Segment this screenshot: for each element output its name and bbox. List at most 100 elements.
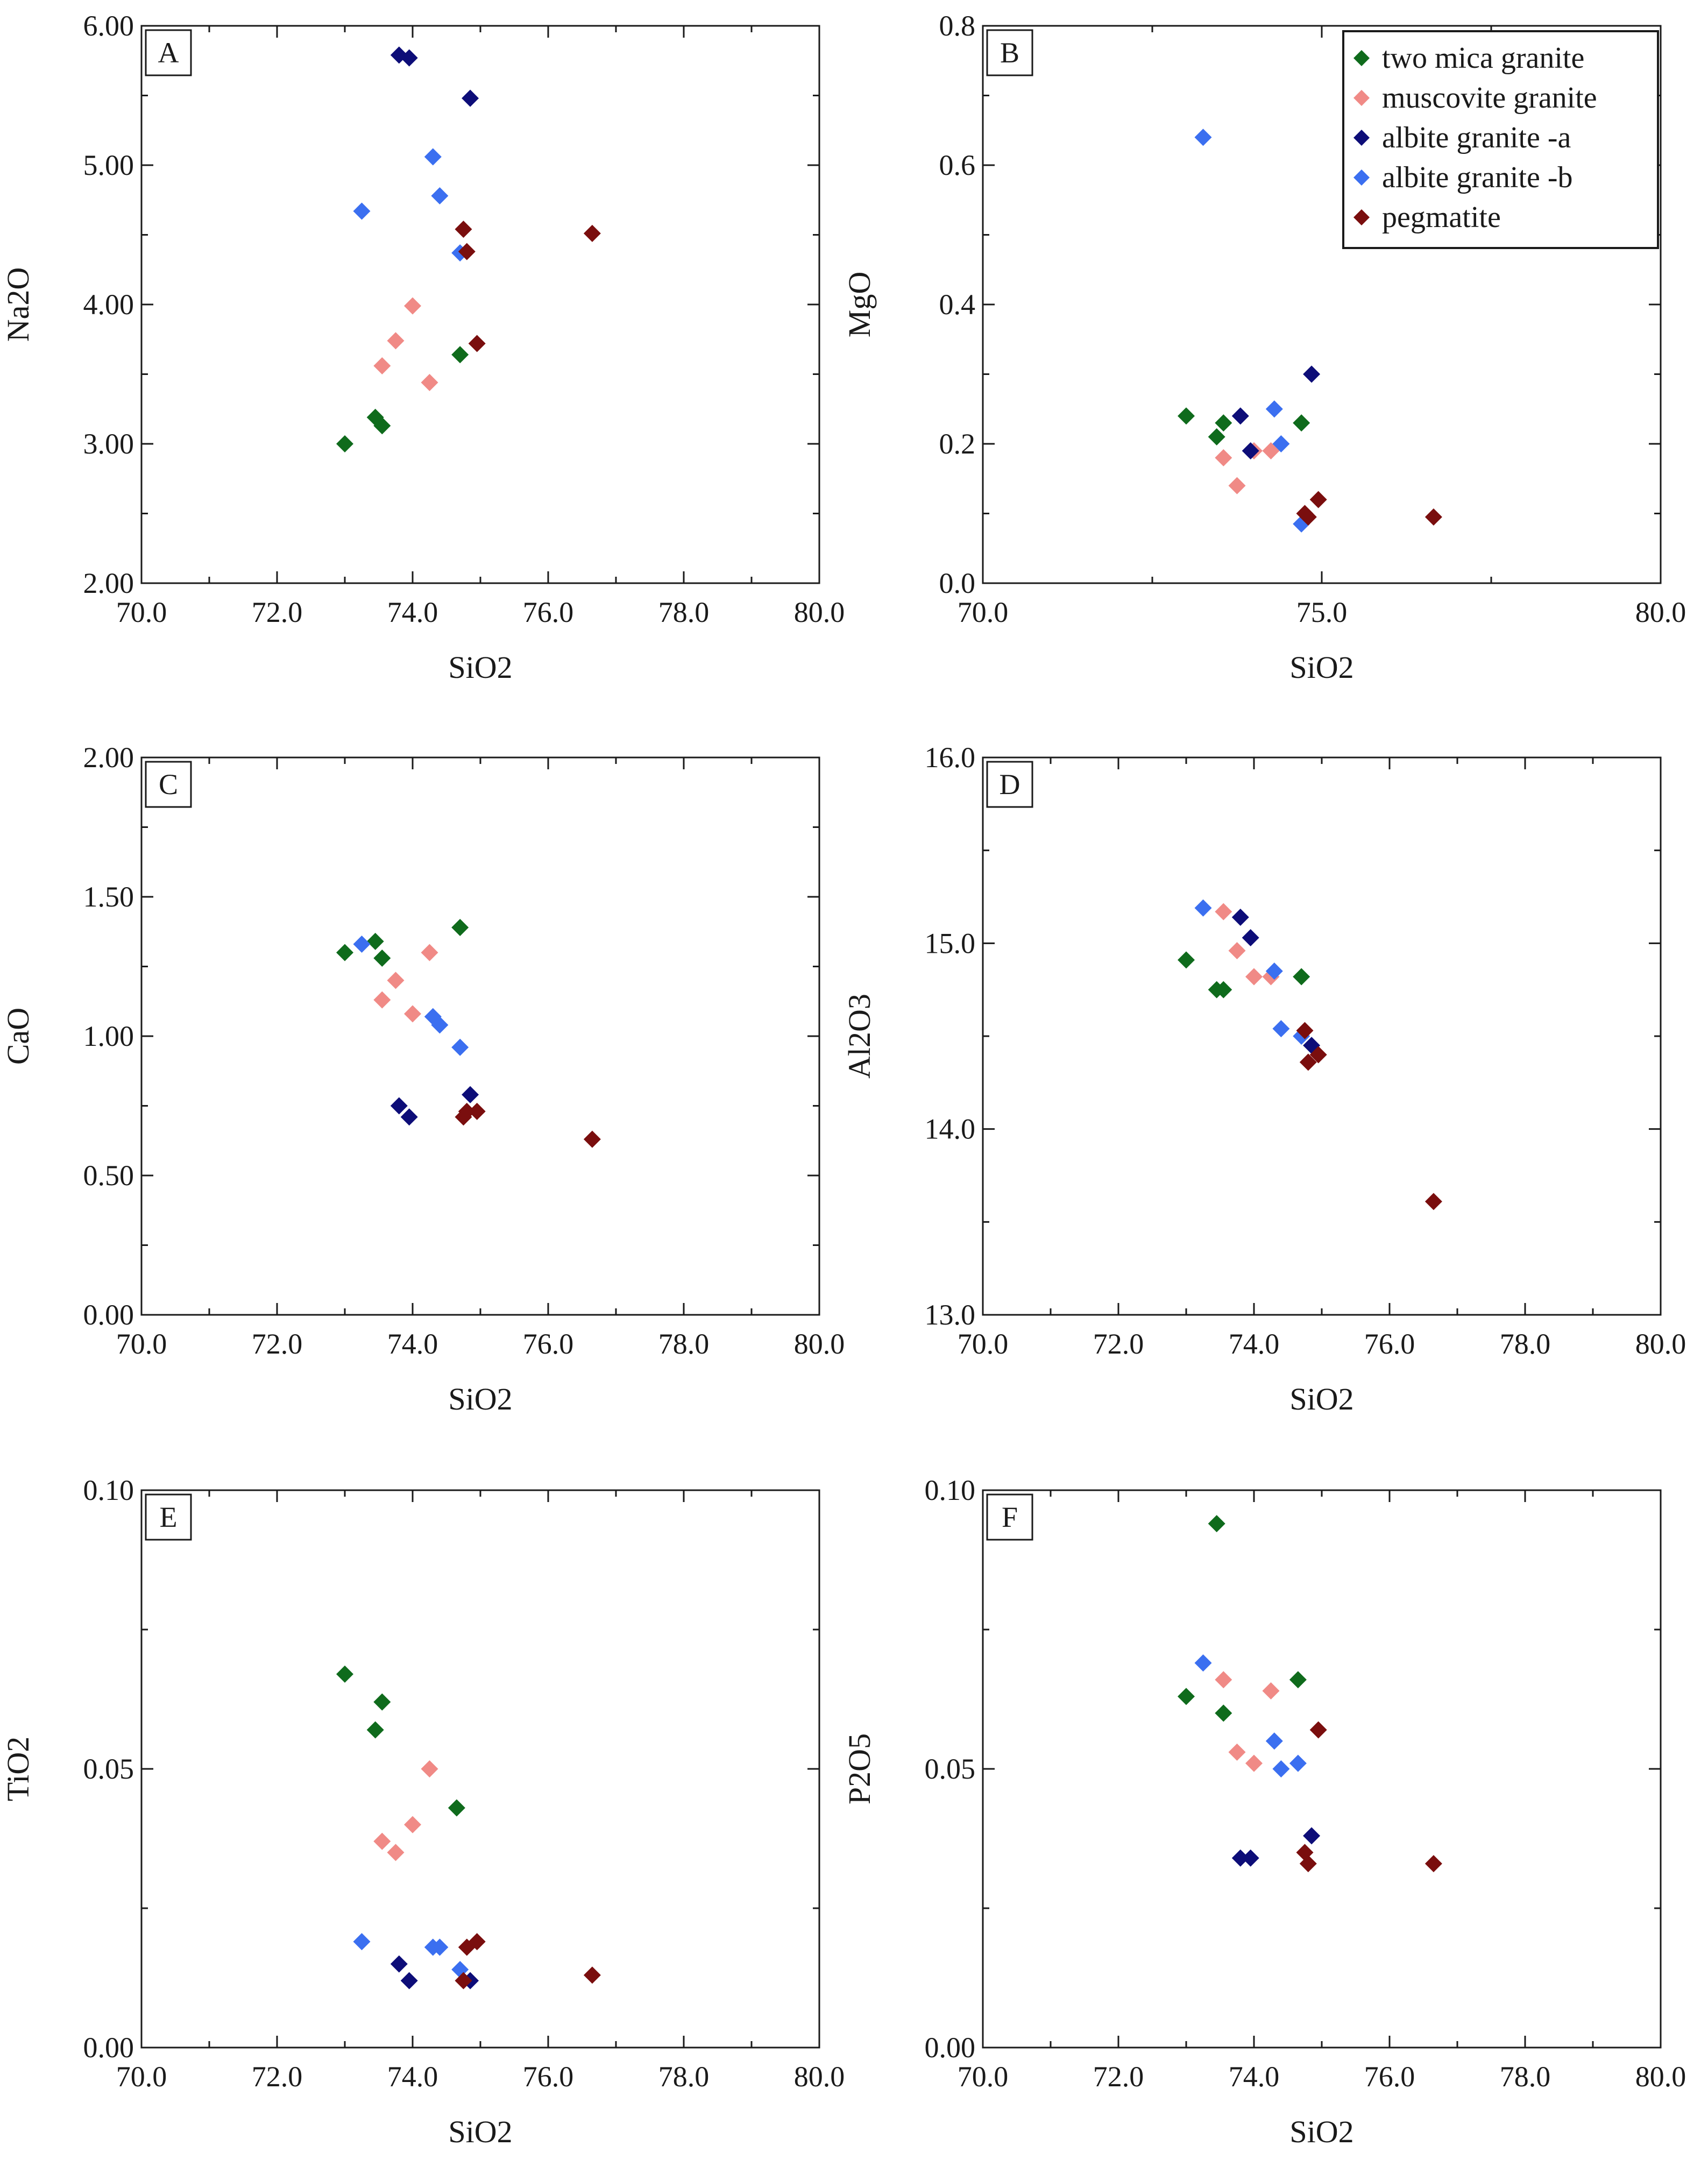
- series-albite-granite-a-a: [390, 46, 479, 107]
- y-axis-title-f: P2O5: [842, 1733, 877, 1804]
- y-tick-label-a: 2.00: [83, 567, 134, 599]
- data-point: [455, 221, 472, 238]
- data-point: [1296, 1022, 1314, 1039]
- data-point: [1309, 491, 1327, 508]
- x-tick-label-f: 70.0: [958, 2060, 1009, 2093]
- data-point: [1245, 968, 1263, 986]
- series-pegmatite-b: [1296, 491, 1442, 526]
- data-point: [1178, 407, 1195, 425]
- y-tick-label-a: 6.00: [83, 10, 134, 42]
- y-tick-label-c: 0.50: [83, 1159, 134, 1192]
- data-point: [462, 89, 479, 107]
- y-axis-title-c: CaO: [1, 1008, 36, 1065]
- series-muscovite-granite-c: [373, 944, 438, 1023]
- data-point: [448, 1799, 465, 1817]
- x-tick-label-f: 76.0: [1364, 2060, 1415, 2093]
- data-point: [1215, 449, 1232, 466]
- y-axis-title-b: MgO: [842, 272, 877, 337]
- data-point: [400, 1108, 418, 1126]
- data-point: [1178, 1688, 1195, 1705]
- legend-marker-muscovite-granite: [1353, 90, 1370, 106]
- series-albite-granite-a-c: [390, 1086, 479, 1126]
- x-tick-label-a: 74.0: [387, 596, 438, 628]
- data-point: [373, 417, 391, 435]
- series-albite-granite-b-b: [1194, 129, 1310, 533]
- y-tick-label-c: 1.50: [83, 881, 134, 913]
- data-point: [421, 944, 438, 961]
- legend-label-two-mica-granite: two mica granite: [1382, 41, 1584, 75]
- data-point: [1208, 1515, 1225, 1533]
- data-point: [1215, 903, 1232, 920]
- y-tick-label-f: 0.05: [925, 1753, 976, 1785]
- y-tick-label-e: 0.05: [83, 1753, 134, 1785]
- data-point: [390, 1097, 408, 1115]
- data-point: [1215, 1704, 1232, 1722]
- data-point: [1242, 1849, 1259, 1867]
- data-point: [387, 1844, 405, 1861]
- series-two-mica-granite-a: [336, 346, 469, 452]
- data-point: [451, 346, 469, 364]
- y-tick-label-f: 0.10: [925, 1474, 976, 1506]
- x-tick-label-b: 75.0: [1296, 596, 1348, 628]
- legend-label-pegmatite: pegmatite: [1382, 201, 1501, 234]
- legend: two mica granite muscovite granite albite …: [1342, 30, 1659, 249]
- data-point: [404, 1005, 421, 1023]
- x-tick-label-c: 72.0: [252, 1328, 303, 1360]
- x-tick-label-a: 72.0: [252, 596, 303, 628]
- x-tick-label-e: 76.0: [523, 2060, 574, 2093]
- data-point: [1215, 1671, 1232, 1689]
- series-albite-granite-b-f: [1194, 1654, 1307, 1777]
- legend-frame: [1342, 30, 1659, 249]
- data-point: [366, 932, 384, 950]
- data-point: [366, 1721, 384, 1739]
- y-tick-label-d: 13.0: [925, 1299, 976, 1331]
- data-point: [1299, 1053, 1317, 1071]
- series-muscovite-granite-a: [373, 297, 438, 392]
- plot-frame-f: [982, 1489, 1662, 2049]
- data-point: [421, 1760, 438, 1777]
- legend-marker-albite-granite-a: [1353, 130, 1370, 146]
- x-axis-title-d: SiO2: [1289, 1382, 1353, 1417]
- x-tick-label-c: 70.0: [116, 1328, 167, 1360]
- series-muscovite-granite-f: [1215, 1671, 1280, 1772]
- data-point: [431, 1938, 449, 1956]
- panel-label-c: C: [159, 768, 178, 801]
- data-point: [1231, 908, 1249, 926]
- x-tick-label-d: 78.0: [1500, 1328, 1551, 1360]
- series-two-mica-granite-c: [336, 918, 469, 967]
- data-point: [1293, 968, 1310, 986]
- legend-marker-pegmatite: [1353, 209, 1370, 225]
- data-point: [390, 1955, 408, 1973]
- x-tick-label-b: 80.0: [1635, 596, 1686, 628]
- x-tick-label-f: 78.0: [1500, 2060, 1551, 2093]
- x-tick-label-f: 80.0: [1635, 2060, 1686, 2093]
- y-tick-label-d: 15.0: [925, 927, 976, 959]
- data-point: [462, 1086, 479, 1103]
- data-point: [336, 944, 353, 961]
- plot-frame-a: [140, 25, 820, 584]
- series-albite-granite-a-d: [1231, 908, 1321, 1054]
- x-tick-label-d: 72.0: [1093, 1328, 1144, 1360]
- x-axis-title-c: SiO2: [448, 1382, 512, 1417]
- plot-frame-e: [140, 1489, 820, 2049]
- data-point: [455, 1972, 472, 1989]
- x-tick-label-d: 80.0: [1635, 1328, 1686, 1360]
- x-tick-label-b: 70.0: [958, 596, 1009, 628]
- data-point: [1208, 428, 1225, 446]
- x-tick-label-c: 80.0: [794, 1328, 845, 1360]
- x-tick-label-a: 80.0: [794, 596, 845, 628]
- panel-label-box-a: [145, 29, 192, 76]
- x-tick-label-e: 80.0: [794, 2060, 845, 2093]
- data-point: [451, 918, 469, 936]
- data-point: [468, 335, 486, 352]
- data-point: [353, 202, 371, 220]
- data-point: [1424, 1855, 1442, 1873]
- data-point: [1424, 508, 1442, 526]
- panel-label-a: A: [158, 37, 179, 69]
- panel-label-box-d: [986, 761, 1033, 808]
- plot-frame-c: [140, 756, 820, 1316]
- x-tick-label-d: 76.0: [1364, 1328, 1415, 1360]
- y-tick-label-e: 0.10: [83, 1474, 134, 1506]
- x-tick-label-c: 74.0: [387, 1328, 438, 1360]
